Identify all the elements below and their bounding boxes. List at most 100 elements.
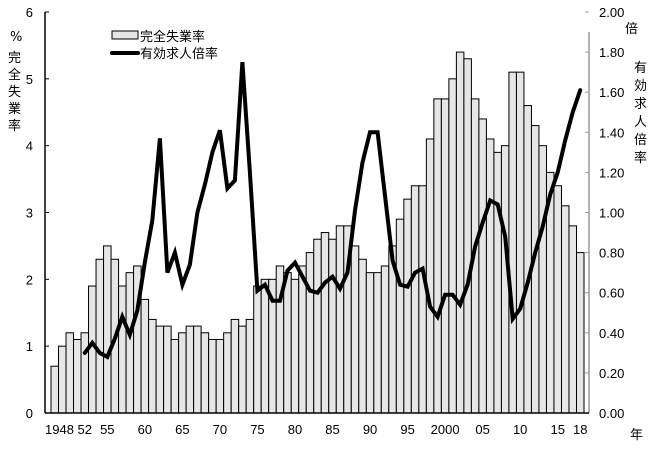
bar-1984 — [320, 232, 330, 414]
x-tick-label: 55 — [100, 422, 114, 437]
left-axis-title: 完全失業率 — [8, 51, 21, 134]
x-axis-unit: 年 — [630, 428, 643, 443]
bar-2007 — [493, 151, 502, 414]
bar-2016 — [560, 205, 570, 414]
bar-1961 — [148, 318, 157, 414]
x-tick-label: 10 — [513, 422, 527, 437]
right-tick-label: 1.00 — [599, 206, 624, 221]
bar-1965 — [178, 332, 187, 414]
right-tick-label: 1.80 — [599, 45, 624, 60]
bar-1962 — [155, 325, 165, 414]
bar-1970 — [215, 338, 225, 414]
x-tick-label: 95 — [400, 422, 414, 437]
bar-1974 — [245, 318, 255, 414]
left-tick-label: 6 — [26, 5, 33, 20]
right-tick-label: 0.20 — [599, 366, 624, 381]
bar-1982 — [305, 252, 315, 414]
legend: 完全失業率 有効求人倍率 — [110, 29, 218, 62]
bar-2013 — [538, 145, 547, 414]
bar-2018 — [575, 252, 585, 414]
bar-1969 — [208, 338, 217, 414]
bar-2009 — [508, 71, 517, 414]
bar-1972 — [230, 318, 240, 414]
bar-1996 — [410, 185, 420, 414]
bar-1989 — [358, 258, 367, 414]
x-tick-label: 90 — [363, 422, 377, 437]
x-tick-label: 52 — [78, 422, 92, 437]
bar-2000 — [440, 98, 450, 414]
job-ratio-line — [82, 61, 583, 360]
bar-2006 — [485, 138, 495, 414]
bar-1990 — [365, 272, 375, 414]
right-tick-label: 0.60 — [599, 286, 624, 301]
bar-1952 — [80, 332, 90, 414]
x-tick-label: 1948 — [45, 422, 74, 437]
bar-1995 — [403, 198, 412, 414]
bar-1992 — [380, 265, 390, 414]
bar-1949 — [58, 345, 67, 414]
bar-1957 — [118, 285, 127, 414]
right-tick-label: 1.60 — [599, 85, 624, 100]
left-tick-label: 4 — [26, 139, 33, 154]
bar-1948 — [50, 365, 60, 414]
left-tick-label: 1 — [26, 339, 33, 354]
svg-text:倍: 倍 — [634, 133, 647, 148]
left-tick-label: 3 — [26, 206, 33, 221]
bar-1976 — [260, 278, 270, 414]
bar-1981 — [298, 265, 307, 414]
bar-1958 — [125, 272, 135, 414]
bar-1999 — [433, 98, 442, 414]
bar-1973 — [238, 325, 247, 414]
svg-text:業: 業 — [8, 101, 21, 117]
svg-text:有: 有 — [634, 61, 647, 76]
left-axis-unit: % — [10, 30, 22, 45]
x-axis: 1948 52 55 60 65 70 75 80 85 90 95 2000 05 10 15 18 — [45, 412, 589, 437]
svg-text:率: 率 — [8, 118, 21, 134]
legend-line-label: 有効求人倍率 — [140, 46, 218, 62]
svg-text:完: 完 — [8, 51, 21, 66]
svg-text:率: 率 — [634, 150, 647, 166]
x-tick-label: 60 — [138, 422, 152, 437]
svg-text:効: 効 — [634, 79, 647, 94]
bar-2001 — [448, 78, 457, 414]
bar-1954 — [95, 258, 105, 414]
right-axis-unit: 倍 — [625, 22, 638, 37]
bar-1988 — [350, 245, 360, 414]
bar-1955 — [103, 245, 112, 414]
left-tick-label: 2 — [26, 272, 33, 287]
bar-1967 — [193, 325, 202, 414]
bar-1998 — [425, 138, 435, 414]
svg-text:全: 全 — [8, 67, 21, 83]
x-tick-label: 70 — [213, 422, 227, 437]
bar-1963 — [163, 325, 172, 414]
bar-2017 — [568, 225, 577, 414]
x-tick-label: 18 — [573, 422, 587, 437]
bar-1951 — [73, 338, 82, 414]
bar-1994 — [395, 218, 405, 414]
left-axis: 0 1 2 3 4 5 6 — [26, 5, 49, 421]
x-tick-label: 15 — [550, 422, 564, 437]
bar-2010 — [515, 71, 525, 414]
right-tick-label: 2.00 — [599, 5, 624, 20]
bar-1975 — [253, 285, 262, 414]
right-axis-title: 有効求人倍率 — [634, 61, 647, 166]
bar-2015 — [553, 185, 562, 414]
right-tick-label: 1.20 — [599, 165, 624, 180]
x-tick-label: 75 — [250, 422, 264, 437]
bar-2011 — [523, 105, 532, 414]
right-tick-label: 0.80 — [599, 246, 624, 261]
legend-bar-label: 完全失業率 — [140, 29, 205, 45]
bar-1991 — [373, 272, 382, 414]
bar-1964 — [170, 338, 180, 414]
bar-1979 — [283, 272, 292, 414]
right-tick-label: 1.40 — [599, 125, 624, 140]
left-tick-label: 0 — [26, 406, 33, 421]
right-tick-label: 0.00 — [599, 406, 624, 421]
bar-1950 — [65, 332, 75, 414]
bar-1983 — [313, 238, 322, 414]
x-tick-label: 05 — [475, 422, 489, 437]
x-tick-label: 2000 — [431, 422, 460, 437]
x-tick-label: 65 — [175, 422, 189, 437]
bar-1971 — [223, 332, 232, 414]
